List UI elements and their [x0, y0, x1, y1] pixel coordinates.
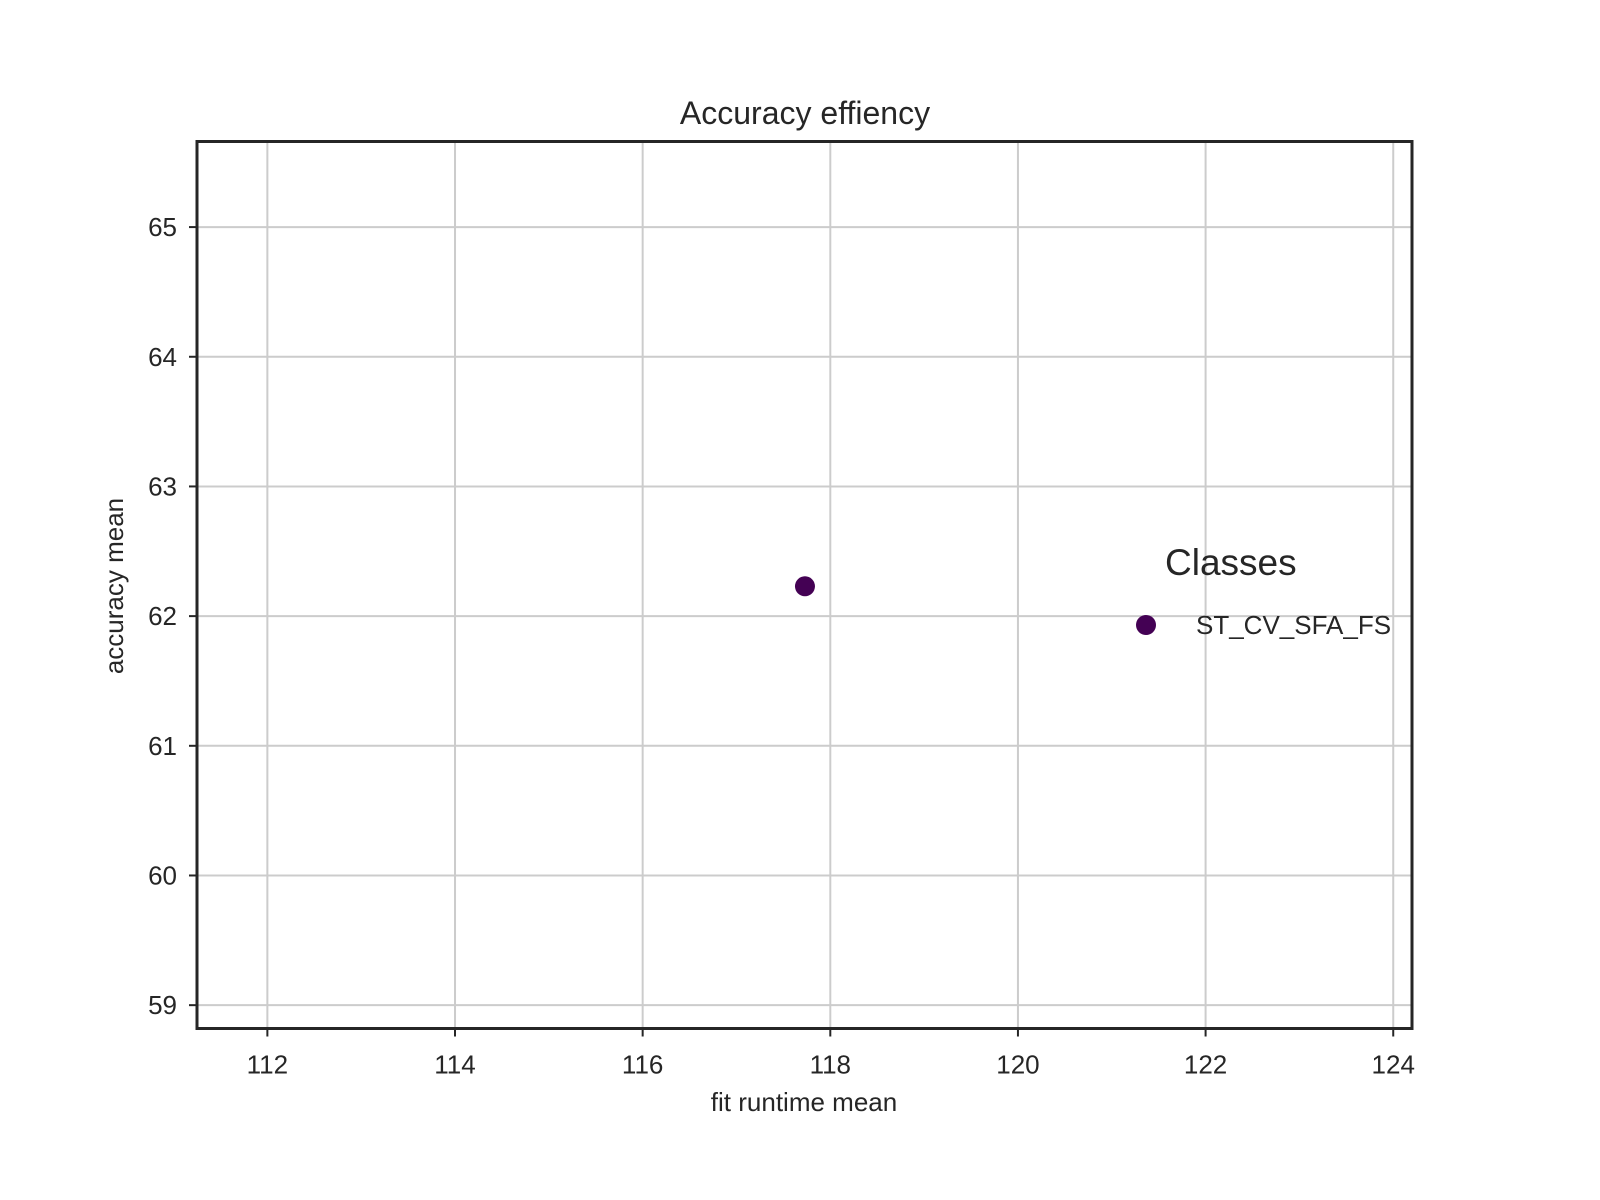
x-axis-title: fit runtime mean [711, 1087, 897, 1117]
chart-title: Accuracy effiency [680, 95, 930, 131]
data-point [794, 576, 815, 597]
y-tick-label: 64 [148, 342, 177, 372]
data-points [794, 576, 815, 597]
grid [197, 141, 1412, 1029]
x-tick-label: 120 [996, 1050, 1039, 1080]
y-axis-ticks: 59 60 61 62 63 64 65 [148, 212, 197, 1020]
y-tick-label: 65 [148, 212, 177, 242]
legend-items: ST_CV_SFA_FS [1136, 610, 1391, 640]
y-tick-label: 60 [148, 860, 177, 890]
x-axis-ticks: 112 114 116 118 120 122 124 [247, 1028, 1415, 1080]
x-tick-label: 114 [434, 1050, 475, 1080]
x-tick-label: 112 [247, 1050, 288, 1080]
legend: Classes ST_CV_SFA_FS [1136, 542, 1391, 640]
x-tick-label: 116 [622, 1050, 663, 1080]
plot-area-frame [195, 140, 1414, 1030]
legend-marker [1136, 615, 1156, 635]
x-tick-label: 124 [1372, 1050, 1415, 1080]
y-tick-label: 62 [148, 601, 177, 631]
y-tick-label: 59 [148, 990, 177, 1020]
x-tick-label: 118 [810, 1050, 851, 1080]
y-tick-label: 61 [148, 731, 177, 761]
x-tick-label: 122 [1184, 1050, 1227, 1080]
y-tick-label: 63 [148, 471, 177, 501]
y-axis-title: accuracy mean [99, 498, 129, 674]
legend-title: Classes [1165, 542, 1297, 583]
legend-label: ST_CV_SFA_FS [1196, 610, 1391, 640]
